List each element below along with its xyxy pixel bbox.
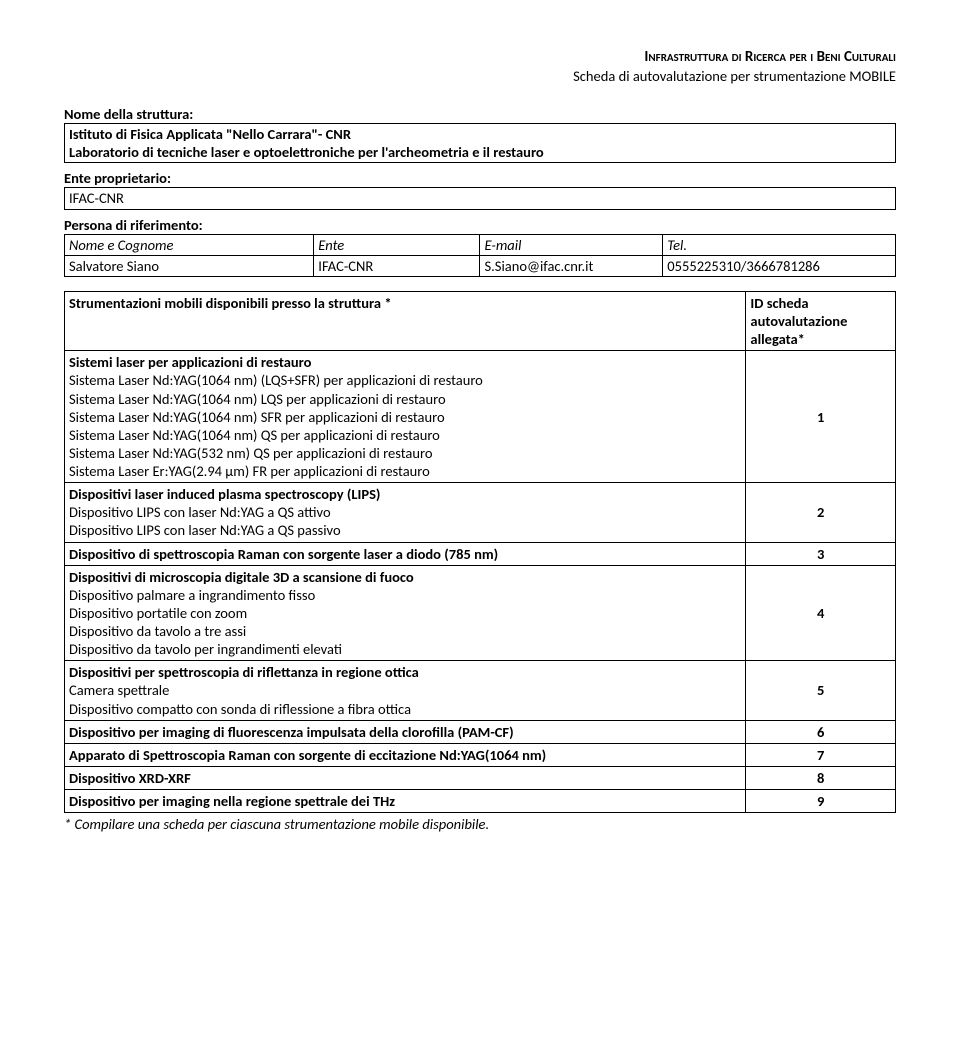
contact-nome: Salvatore Siano [65, 255, 314, 276]
instruments-header-right: ID scheda autovalutazione allegata* [746, 291, 896, 350]
group-id: 1 [746, 351, 896, 483]
group-item: Dispositivo per imaging nella regione sp… [69, 792, 741, 810]
group-description: Dispositivi per spettroscopia di riflett… [65, 661, 746, 720]
page-header: Infrastruttura di Ricerca per i Beni Cul… [64, 48, 896, 85]
ente-box: IFAC-CNR [64, 187, 896, 209]
table-row: Dispositivi per spettroscopia di riflett… [65, 661, 896, 720]
group-id: 7 [746, 743, 896, 766]
group-description: Apparato di Spettroscopia Raman con sorg… [65, 743, 746, 766]
persona-label: Persona di riferimento: [64, 216, 896, 234]
group-item: Dispositivo LIPS con laser Nd:YAG a QS p… [69, 521, 741, 539]
instruments-table: Strumentazioni mobili disponibili presso… [64, 291, 896, 813]
group-id: 4 [746, 565, 896, 661]
contact-ente: IFAC-CNR [314, 255, 480, 276]
group-id: 9 [746, 790, 896, 813]
group-item: Dispositivo palmare a ingrandimento fiss… [69, 586, 741, 604]
group-item: Dispositivo portatile con zoom [69, 604, 741, 622]
table-row: Apparato di Spettroscopia Raman con sorg… [65, 743, 896, 766]
group-item: Sistemi laser per applicazioni di restau… [69, 353, 741, 371]
group-item: Dispositivo di spettroscopia Raman con s… [69, 545, 741, 563]
struttura-line2: Laboratorio di tecniche laser e optoelet… [69, 143, 891, 161]
table-row: Dispositivi di microscopia digitale 3D a… [65, 565, 896, 661]
group-item: Dispositivo per imaging di fluorescenza … [69, 723, 741, 741]
group-description: Dispositivo per imaging nella regione sp… [65, 790, 746, 813]
group-description: Dispositivo per imaging di fluorescenza … [65, 720, 746, 743]
group-id: 6 [746, 720, 896, 743]
contact-header-tel: Tel. [663, 234, 896, 255]
contact-header-email: E-mail [480, 234, 663, 255]
group-item: Dispositivi di microscopia digitale 3D a… [69, 568, 741, 586]
table-row: Dispositivi laser induced plasma spectro… [65, 483, 896, 542]
group-item: Sistema Laser Nd:YAG(1064 nm) SFR per ap… [69, 408, 741, 426]
group-item: Apparato di Spettroscopia Raman con sorg… [69, 746, 741, 764]
group-item: Sistema Laser Nd:YAG(1064 nm) QS per app… [69, 426, 741, 444]
group-id: 5 [746, 661, 896, 720]
group-id: 2 [746, 483, 896, 542]
group-item: Sistema Laser Nd:YAG(1064 nm) (LQS+SFR) … [69, 371, 741, 389]
contact-tel: 0555225310/3666781286 [663, 255, 896, 276]
group-item: Sistema Laser Er:YAG(2.94 µm) FR per app… [69, 462, 741, 480]
group-item: Camera spettrale [69, 681, 741, 699]
struttura-label: Nome della struttura: [64, 105, 896, 123]
contact-email: S.Siano@ifac.cnr.it [480, 255, 663, 276]
ente-label: Ente proprietario: [64, 169, 896, 187]
struttura-box: Istituto di Fisica Applicata "Nello Carr… [64, 123, 896, 163]
group-description: Dispositivi laser induced plasma spectro… [65, 483, 746, 542]
instruments-header-left: Strumentazioni mobili disponibili presso… [65, 291, 746, 350]
group-item: Dispositivo da tavolo a tre assi [69, 622, 741, 640]
header-subtitle: Scheda di autovalutazione per strumentaz… [64, 67, 896, 85]
table-row: Dispositivo XRD-XRF 8 [65, 766, 896, 789]
contact-header-nome: Nome e Cognome [65, 234, 314, 255]
group-id: 3 [746, 542, 896, 565]
group-item: Dispositivi laser induced plasma spectro… [69, 485, 741, 503]
group-id: 8 [746, 766, 896, 789]
group-description: Dispositivo XRD-XRF [65, 766, 746, 789]
instruments-header-row: Strumentazioni mobili disponibili presso… [65, 291, 896, 350]
group-item: Dispositivi per spettroscopia di riflett… [69, 663, 741, 681]
group-description: Dispositivi di microscopia digitale 3D a… [65, 565, 746, 661]
contact-table: Nome e Cognome Ente E-mail Tel. Salvator… [64, 234, 896, 277]
footnote: * Compilare una scheda per ciascuna stru… [64, 815, 896, 833]
header-title: Infrastruttura di Ricerca per i Beni Cul… [64, 48, 896, 67]
contact-data-row: Salvatore Siano IFAC-CNR S.Siano@ifac.cn… [65, 255, 896, 276]
struttura-line1: Istituto di Fisica Applicata "Nello Carr… [69, 125, 891, 143]
group-item: Dispositivo da tavolo per ingrandimenti … [69, 640, 741, 658]
table-row: Dispositivo per imaging nella regione sp… [65, 790, 896, 813]
group-item: Dispositivo XRD-XRF [69, 769, 741, 787]
group-item: Sistema Laser Nd:YAG(1064 nm) LQS per ap… [69, 390, 741, 408]
group-description: Dispositivo di spettroscopia Raman con s… [65, 542, 746, 565]
group-item: Dispositivo compatto con sonda di rifles… [69, 700, 741, 718]
table-row: Sistemi laser per applicazioni di restau… [65, 351, 896, 483]
table-row: Dispositivo per imaging di fluorescenza … [65, 720, 896, 743]
group-item: Sistema Laser Nd:YAG(532 nm) QS per appl… [69, 444, 741, 462]
contact-header-row: Nome e Cognome Ente E-mail Tel. [65, 234, 896, 255]
contact-header-ente: Ente [314, 234, 480, 255]
group-item: Dispositivo LIPS con laser Nd:YAG a QS a… [69, 503, 741, 521]
group-description: Sistemi laser per applicazioni di restau… [65, 351, 746, 483]
table-row: Dispositivo di spettroscopia Raman con s… [65, 542, 896, 565]
